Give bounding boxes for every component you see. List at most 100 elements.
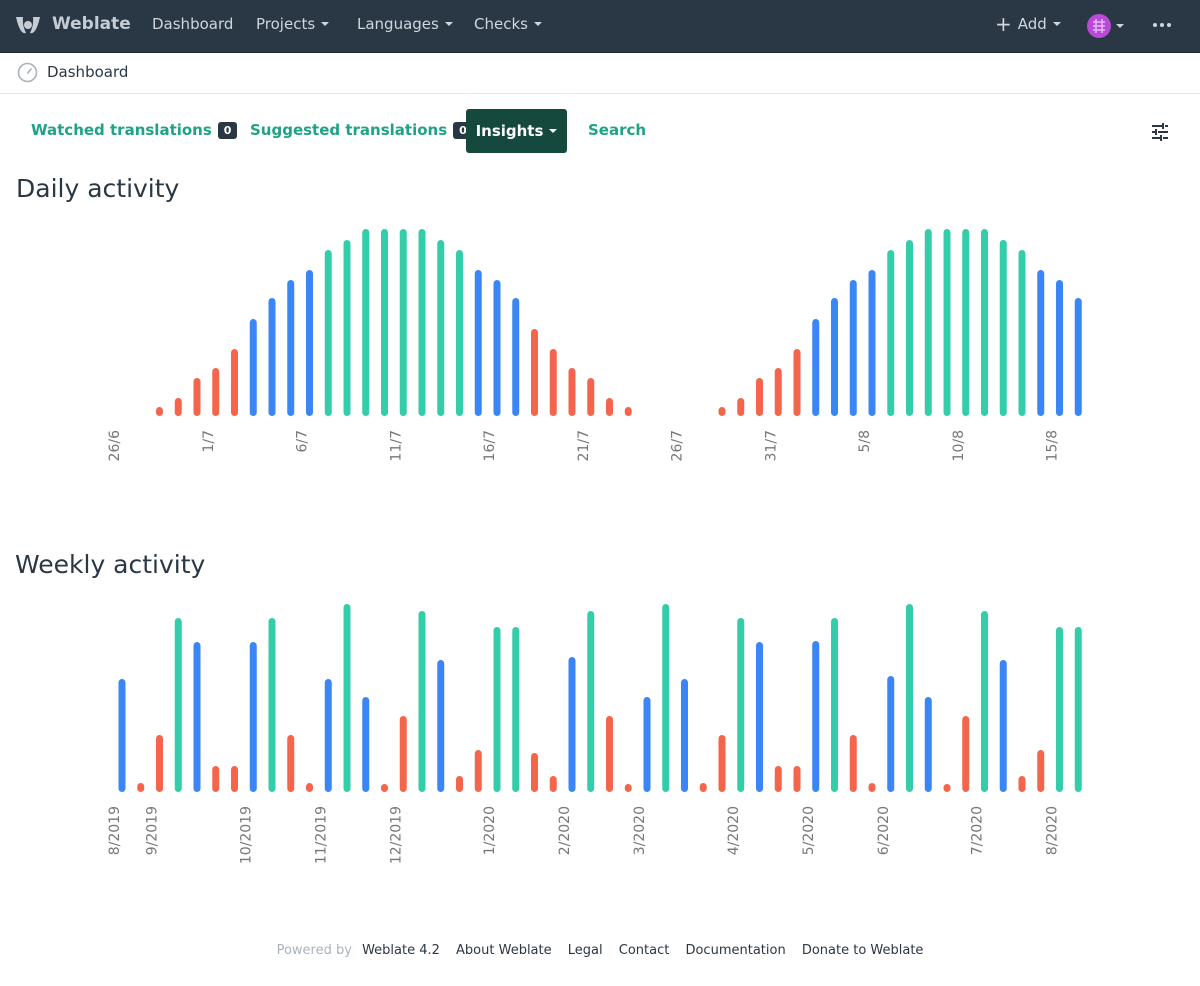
bar	[812, 641, 820, 792]
bar	[568, 657, 576, 792]
bar	[287, 735, 295, 792]
nav-dropdown[interactable]: Languages	[357, 15, 453, 33]
bar	[1037, 750, 1045, 792]
bar	[1056, 280, 1063, 416]
chart-title: Daily activity	[16, 174, 180, 203]
bar	[643, 697, 651, 792]
x-tick-label: 4/2020	[726, 806, 742, 855]
bar	[981, 229, 988, 416]
bar	[249, 319, 257, 416]
footer-link[interactable]: About Weblate	[456, 943, 552, 958]
tab[interactable]: Search	[588, 121, 647, 139]
nav-dropdown[interactable]: Checks	[474, 15, 542, 33]
logo[interactable]	[14, 13, 42, 37]
nav-link[interactable]: Dashboard	[152, 15, 234, 33]
footer-link[interactable]: Contact	[618, 943, 670, 958]
bar	[1037, 270, 1045, 416]
bar	[924, 229, 932, 416]
bar	[343, 240, 351, 416]
bar	[174, 618, 182, 792]
bar	[174, 398, 182, 416]
bar	[399, 229, 407, 416]
bar	[512, 627, 520, 792]
x-tick-label: 11/2019	[313, 806, 329, 864]
tab-active[interactable]: Insights	[466, 109, 567, 153]
x-tick-label: 2/2020	[557, 806, 573, 855]
x-tick-label: 8/2020	[1045, 806, 1061, 855]
bar	[568, 368, 576, 416]
bar	[193, 378, 201, 416]
bar	[737, 618, 745, 792]
footer-link[interactable]: Donate to Weblate	[801, 943, 924, 958]
bar	[624, 784, 632, 792]
dashboard-icon	[17, 62, 38, 83]
footer-link[interactable]: Documentation	[685, 943, 786, 958]
bar	[231, 349, 238, 416]
bar	[887, 676, 895, 792]
bar	[943, 229, 951, 416]
bar	[512, 298, 520, 416]
navbar: Weblate Dashboard Projects Languages Che…	[0, 0, 1200, 53]
tab[interactable]: Suggested translations 0	[250, 121, 473, 139]
bar	[756, 642, 763, 792]
bar	[249, 642, 257, 792]
bar	[549, 776, 557, 792]
x-tick-label: 12/2019	[388, 806, 404, 864]
bar	[906, 604, 913, 792]
x-tick-label: 16/7	[482, 430, 498, 461]
x-tick-label: 5/2020	[801, 806, 817, 855]
bar	[1074, 627, 1082, 792]
bar	[1018, 250, 1026, 416]
bar	[1018, 776, 1026, 792]
x-tick-label: 10/8	[951, 430, 967, 461]
bar	[906, 240, 913, 416]
x-tick-label: 3/2020	[632, 806, 648, 855]
bar	[456, 250, 463, 416]
bar	[737, 398, 745, 416]
bar	[324, 679, 332, 792]
more-menu[interactable]	[1152, 20, 1172, 30]
footer-link[interactable]: Legal	[567, 943, 603, 958]
bar	[756, 378, 763, 416]
bar	[362, 229, 370, 416]
x-tick-label: 26/6	[107, 430, 123, 462]
bar	[868, 270, 876, 416]
bar	[943, 784, 951, 792]
tab-label: Suggested translations	[250, 121, 448, 139]
bar	[418, 229, 426, 416]
bar	[493, 627, 501, 792]
bar	[268, 298, 276, 416]
bar	[849, 735, 857, 792]
x-tick-label: 31/7	[763, 430, 779, 461]
user-menu[interactable]	[1087, 14, 1127, 42]
bar	[606, 398, 613, 416]
nav-label: Languages	[357, 15, 439, 33]
nav-dropdown[interactable]: Projects	[256, 15, 330, 33]
add-menu[interactable]: + Add	[995, 14, 1061, 34]
footer-link[interactable]: Weblate 4.2	[362, 943, 440, 958]
breadcrumb[interactable]: Dashboard	[47, 63, 129, 81]
tab[interactable]: Watched translations 0	[31, 121, 238, 139]
tab-label: Watched translations	[31, 121, 212, 139]
avatar	[1087, 14, 1124, 38]
bar	[324, 250, 332, 416]
bar	[831, 618, 838, 792]
bar	[718, 407, 726, 416]
bar	[531, 329, 538, 416]
bar	[718, 735, 726, 792]
bar	[812, 319, 820, 416]
bar	[437, 240, 445, 416]
bar	[793, 349, 801, 416]
badge: 0	[217, 122, 238, 139]
x-tick-label: 6/2020	[876, 806, 892, 855]
bar	[699, 783, 707, 792]
settings-icon[interactable]	[1151, 123, 1169, 141]
x-tick-label: 1/7	[201, 430, 217, 453]
bar	[137, 783, 145, 792]
bar	[118, 679, 126, 792]
brand[interactable]: Weblate	[52, 14, 131, 34]
bar	[362, 697, 370, 792]
x-tick-label: 7/2020	[970, 806, 986, 855]
x-tick-label: 15/8	[1045, 430, 1061, 461]
